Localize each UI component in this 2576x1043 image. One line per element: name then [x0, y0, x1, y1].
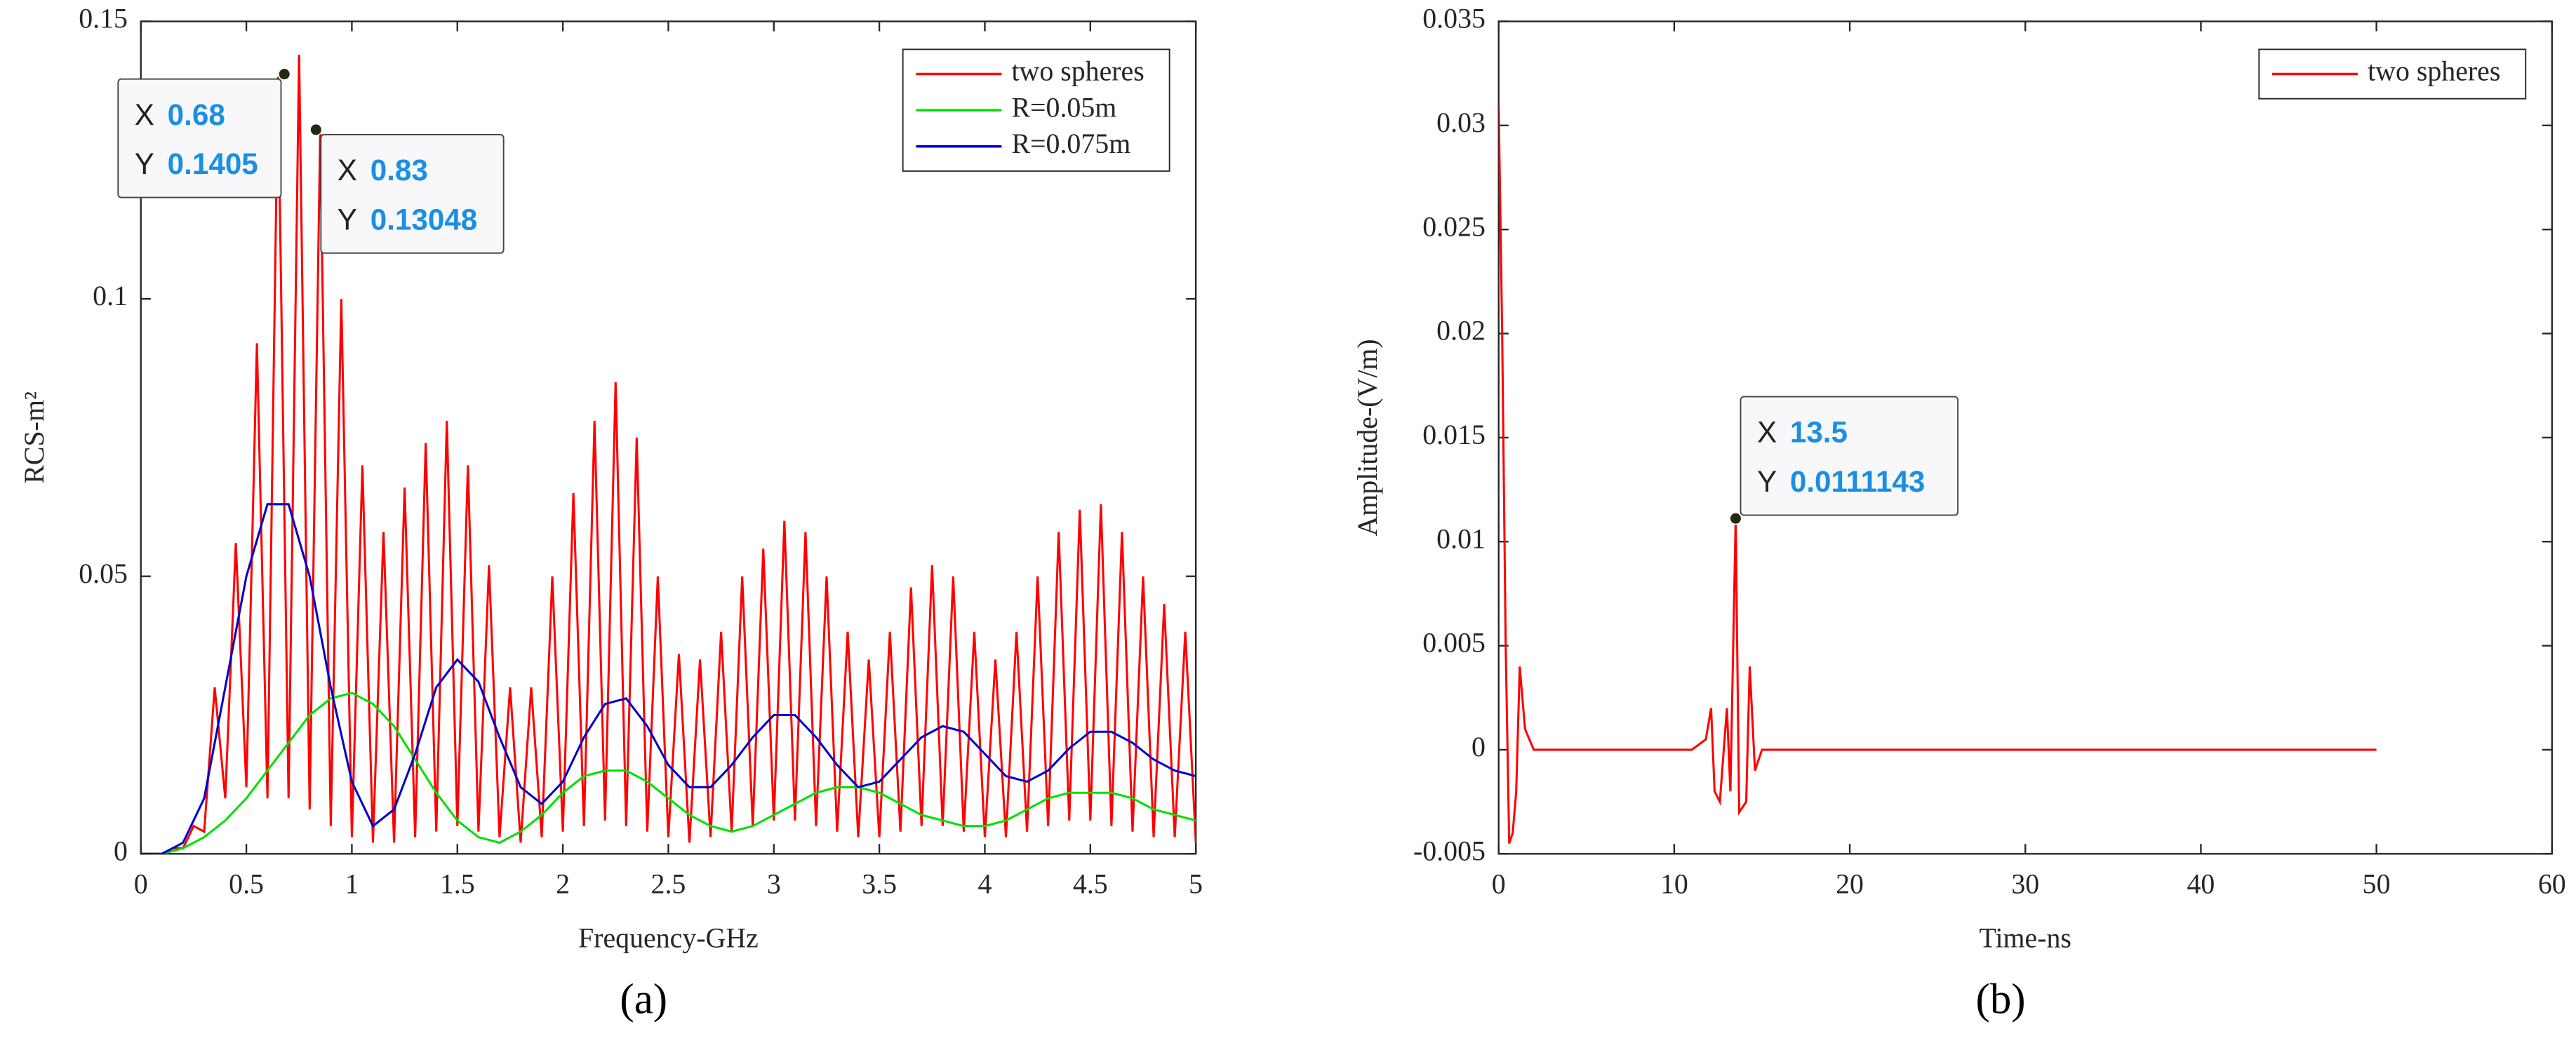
y-tick-label: 0.035 [1422, 3, 1486, 34]
x-tick-label: 2.5 [651, 868, 686, 899]
datatip-y-value: 0.1405 [168, 147, 258, 180]
datatip-x-value: 0.83 [371, 154, 428, 187]
x-tick-label: 10 [1660, 868, 1688, 899]
x-tick-label: 0 [1492, 868, 1506, 899]
datatip-y-label: Y [338, 203, 357, 236]
y-tick-label: 0 [1471, 731, 1486, 762]
datatip-y-label: Y [135, 147, 154, 180]
datatip-y-value: 0.13048 [371, 203, 478, 236]
x-tick-label: 4 [978, 868, 992, 899]
x-tick-label: 0.5 [229, 868, 264, 899]
x-tick-label: 50 [2363, 868, 2391, 899]
datatip-box [320, 134, 505, 254]
x-tick-label: 0 [134, 868, 148, 899]
y-axis-label: RCS-m² [18, 391, 50, 484]
x-tick-label: 40 [2187, 868, 2215, 899]
x-tick-label: 3 [767, 868, 781, 899]
x-tick-label: 5 [1189, 868, 1203, 899]
y-tick-label: 0.015 [1422, 419, 1486, 450]
y-tick-label: 0.01 [1436, 523, 1486, 554]
y-tick-label: 0.05 [79, 558, 128, 589]
legend-label: R=0.05m [1011, 91, 1116, 123]
y-tick-label: 0.1 [93, 280, 128, 311]
datatip-point [278, 67, 291, 81]
x-tick-label: 60 [2538, 868, 2566, 899]
datatip-box [1740, 396, 1959, 516]
x-tick-label: 4.5 [1073, 868, 1108, 899]
caption: (a) [620, 976, 667, 1023]
y-tick-label: -0.005 [1413, 835, 1486, 866]
datatip-y-label: Y [1757, 465, 1777, 498]
series-line [140, 54, 1196, 854]
x-tick-label: 30 [2011, 868, 2039, 899]
series-line [140, 503, 1196, 854]
x-tick-label: 20 [1836, 868, 1864, 899]
caption: (b) [1976, 976, 2026, 1023]
datatip-point [309, 123, 323, 136]
datatip-y-value: 0.0111143 [1790, 465, 1926, 498]
y-tick-label: 0.025 [1422, 210, 1486, 242]
y-tick-label: 0.03 [1436, 107, 1486, 138]
legend-label: R=0.075m [1011, 128, 1130, 159]
x-tick-label: 1 [345, 868, 359, 899]
series-line [1498, 105, 2377, 844]
legend-label: two spheres [2368, 55, 2500, 87]
datatip-point [1729, 512, 1742, 525]
y-tick-label: 0.02 [1436, 315, 1486, 346]
datatip-x-label: X [135, 98, 154, 131]
x-axis-label: Time-ns [1980, 922, 2071, 954]
datatip-x-label: X [338, 154, 357, 187]
y-tick-label: 0.15 [79, 3, 128, 34]
datatip-x-value: 0.68 [168, 98, 225, 131]
y-tick-label: 0 [114, 835, 128, 866]
datatip-x-value: 13.5 [1790, 416, 1848, 449]
legend-label: two spheres [1011, 55, 1144, 87]
series-line [140, 692, 1196, 854]
x-tick-label: 1.5 [440, 868, 475, 899]
x-axis-label: Frequency-GHz [578, 922, 759, 954]
datatip-x-label: X [1757, 416, 1777, 449]
x-tick-label: 3.5 [862, 868, 897, 899]
datatip-box [117, 78, 282, 198]
plot-area [1497, 20, 2553, 855]
y-tick-label: 0.005 [1422, 627, 1486, 659]
x-tick-label: 2 [556, 868, 570, 899]
y-axis-label: Amplitude-(V/m) [1352, 339, 1383, 536]
